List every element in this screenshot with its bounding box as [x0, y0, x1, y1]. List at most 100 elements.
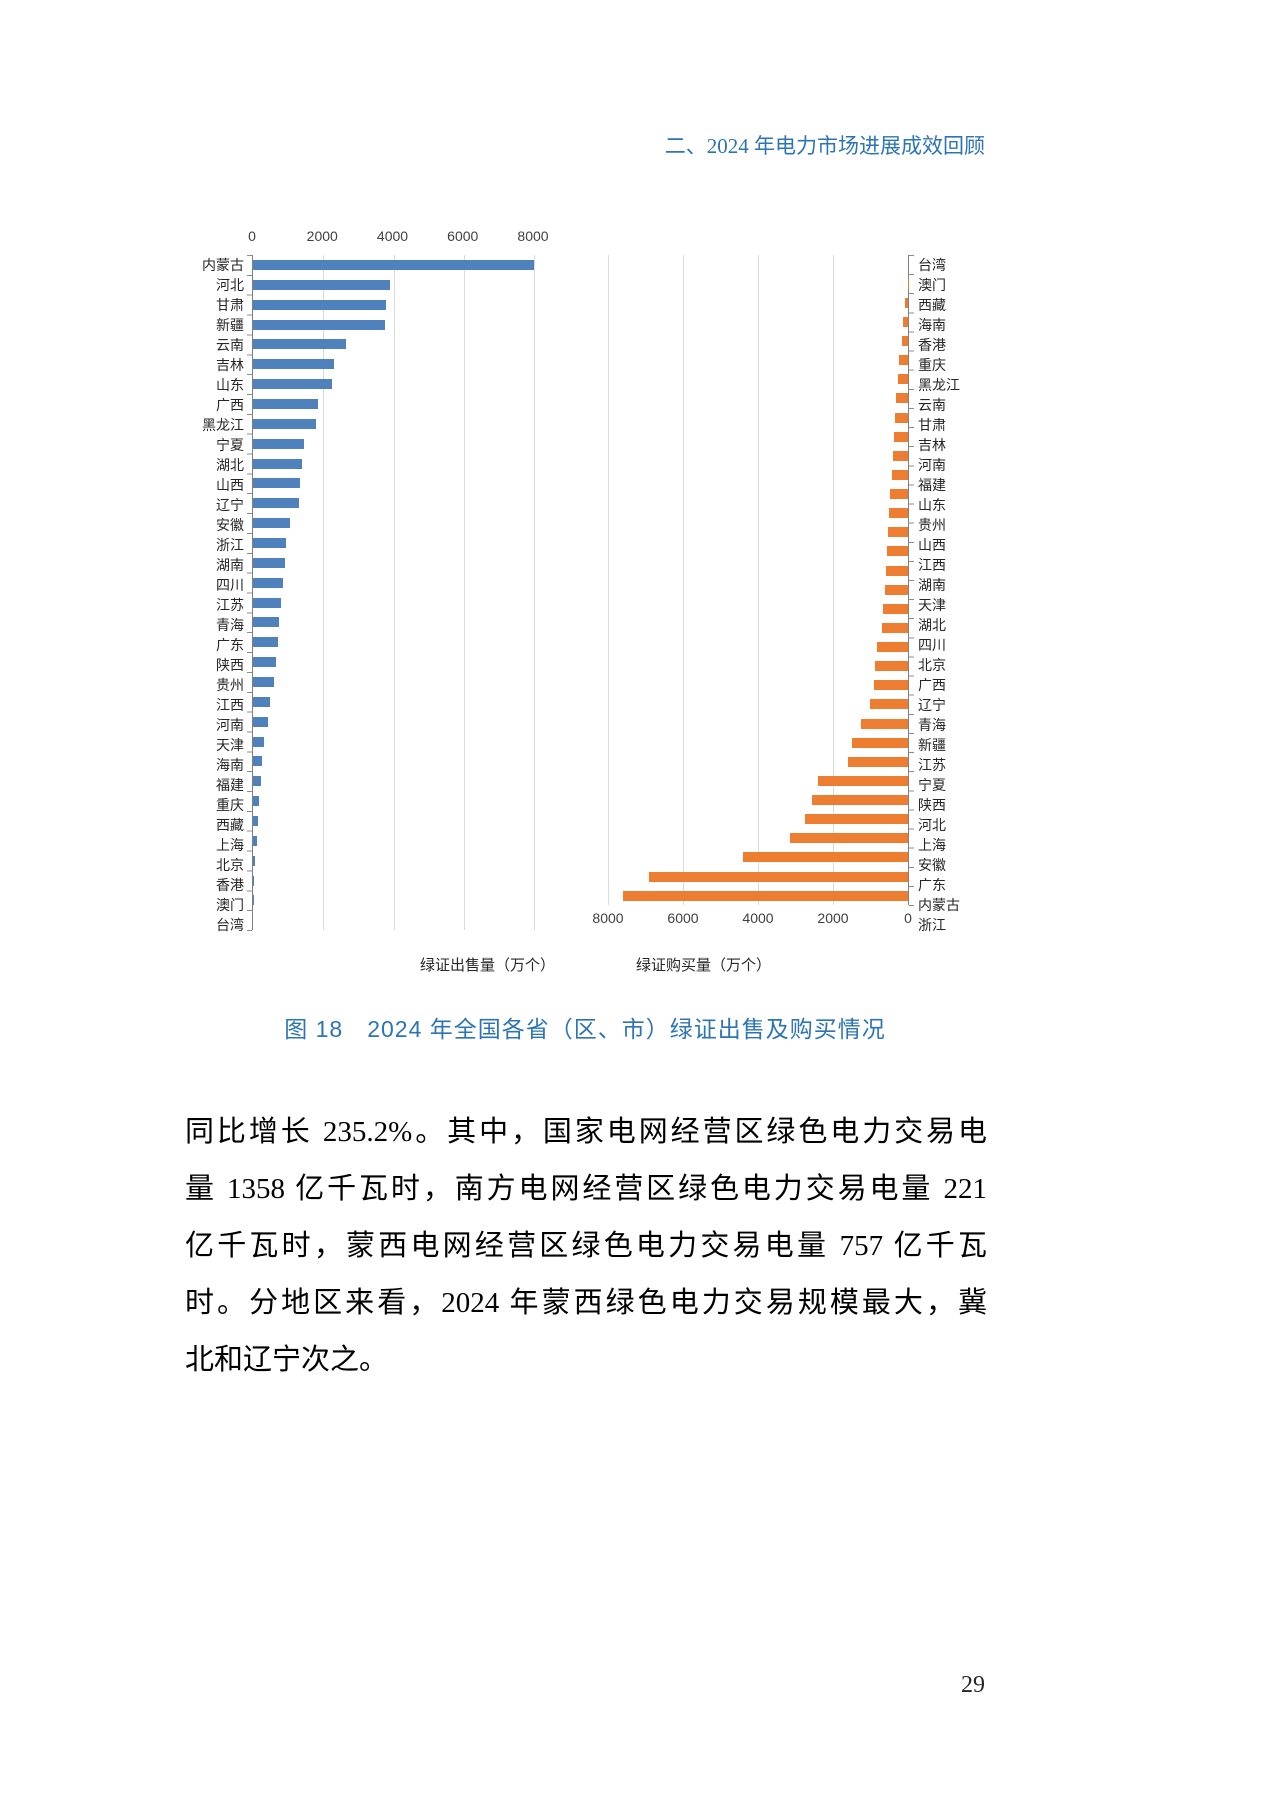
gridline	[534, 255, 535, 930]
body-line: 时。分地区来看，2024 年蒙西绿色电力交易规模最大，冀	[185, 1287, 987, 1319]
left-bar-江西	[253, 696, 270, 707]
bar-row	[608, 542, 908, 561]
left-bar-云南	[253, 339, 347, 350]
axis-tick-label: 8000	[517, 228, 549, 244]
bar-row	[253, 394, 534, 414]
right-bar-重庆	[899, 355, 908, 366]
category-label: 天津	[918, 597, 946, 613]
bar-row	[608, 504, 908, 523]
right-bar-西藏	[905, 297, 908, 308]
bar-row	[253, 831, 534, 851]
bar-row	[253, 374, 534, 394]
category-label: 河南	[918, 457, 946, 473]
category-label: 湖南	[216, 557, 244, 573]
right-axis-tickmarks	[909, 255, 914, 906]
bar-row	[608, 752, 908, 771]
bar-row	[608, 523, 908, 542]
category-label: 安徽	[918, 857, 946, 873]
right-axis-ticks: 8000 6000 4000 2000 0	[592, 910, 911, 928]
bar-row	[253, 771, 534, 791]
category-label: 山西	[216, 477, 244, 493]
left-bar-西藏	[253, 815, 258, 826]
bar-row	[608, 465, 908, 484]
axis-tick-label: 6000	[667, 910, 699, 926]
body-line: 量 1358 亿千瓦时，南方电网经营区绿色电力交易电量 221	[185, 1173, 987, 1205]
bar-row	[608, 293, 908, 312]
category-label: 山东	[216, 377, 244, 393]
left-bar-福建	[253, 776, 261, 787]
right-category-labels: 台湾 澳门 西藏 海南 香港 重庆 黑龙江 云南 甘肃 吉林 河南 福建 山东 贵州 山西 江西 湖南 天津 湖北四…	[918, 255, 990, 933]
bar-row	[253, 612, 534, 632]
left-bar-广东	[253, 637, 278, 648]
right-bar-安徽	[789, 833, 908, 844]
gridline	[683, 255, 684, 905]
category-label: 重庆	[918, 357, 946, 373]
right-bar-广西	[875, 661, 908, 672]
bar-row	[608, 695, 908, 714]
category-label: 内蒙古	[918, 897, 960, 913]
category-label: 青海	[216, 617, 244, 633]
category-label: 澳门	[216, 897, 244, 913]
body-line: 同比增长 235.2%。其中，国家电网经营区绿色电力交易电	[185, 1116, 987, 1148]
left-bar-青海	[253, 617, 280, 628]
bar-row	[608, 255, 908, 274]
gridline	[833, 255, 834, 905]
bar-row	[253, 533, 534, 553]
category-label: 贵州	[216, 677, 244, 693]
left-bar-广西	[253, 398, 318, 409]
buy-swatch-icon	[615, 958, 628, 971]
left-bar-山西	[253, 478, 301, 489]
bar-row	[253, 712, 534, 732]
right-bar-上海	[804, 814, 908, 825]
category-label: 甘肃	[918, 417, 946, 433]
bar-row	[253, 732, 534, 752]
right-bar-宁夏	[848, 756, 908, 767]
bar-row	[608, 771, 908, 790]
category-label: 甘肃	[216, 297, 244, 313]
left-bar-黑龙江	[253, 418, 317, 429]
category-label: 吉林	[918, 437, 946, 453]
bar-row	[253, 295, 534, 315]
category-label: 广西	[216, 397, 244, 413]
category-label: 宁夏	[918, 777, 946, 793]
right-bar-浙江	[623, 890, 908, 901]
axis-tick-label: 6000	[447, 228, 479, 244]
bar-row	[253, 434, 534, 454]
left-bar-浙江	[253, 537, 287, 548]
category-label: 河北	[216, 277, 244, 293]
category-label: 云南	[216, 337, 244, 353]
category-label: 海南	[918, 317, 946, 333]
gridline	[758, 255, 759, 905]
left-bar-河北	[253, 279, 390, 290]
right-bar-湖北	[883, 603, 908, 614]
bar-row	[608, 733, 908, 752]
left-bar-北京	[253, 855, 256, 866]
left-plot	[252, 255, 535, 930]
bar-row	[253, 751, 534, 771]
bar-row	[253, 354, 534, 374]
left-bar-湖南	[253, 557, 285, 568]
axis-tick-label: 0	[248, 228, 256, 244]
category-label: 广西	[918, 677, 946, 693]
axis-tick-label: 2000	[817, 910, 849, 926]
bar-row	[608, 580, 908, 599]
category-label: 江西	[918, 557, 946, 573]
sell-swatch-icon	[399, 958, 412, 971]
bar-row	[253, 255, 534, 275]
category-label: 辽宁	[918, 697, 946, 713]
category-label: 黑龙江	[918, 377, 960, 393]
category-label: 山西	[918, 537, 946, 553]
right-bar-辽宁	[873, 680, 908, 691]
category-label: 上海	[918, 837, 946, 853]
category-label: 西藏	[216, 817, 244, 833]
bar-row	[608, 332, 908, 351]
left-axis-tickmarks	[247, 255, 252, 931]
left-bar-江苏	[253, 597, 282, 608]
axis-tick-label: 0	[904, 910, 912, 926]
category-label: 新疆	[918, 737, 946, 753]
category-label: 浙江	[216, 537, 244, 553]
axis-tick-label: 8000	[592, 910, 624, 926]
category-label: 湖北	[918, 617, 946, 633]
left-bar-四川	[253, 577, 283, 588]
bar-row	[608, 370, 908, 389]
